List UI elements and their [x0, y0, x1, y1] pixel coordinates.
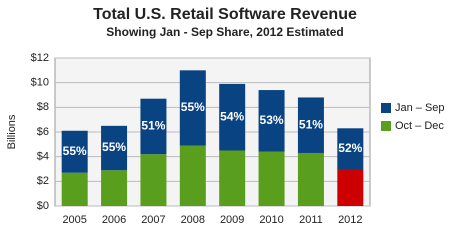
bar-segment: [61, 130, 88, 173]
bar-segment: [219, 83, 246, 151]
y-tick-label: $2: [37, 175, 49, 187]
bar-segment: [179, 145, 206, 206]
bar-segment: [101, 170, 128, 206]
bar-segment: [337, 128, 364, 169]
y-tick-label: $10: [31, 77, 49, 89]
bar-segment: [337, 169, 364, 206]
x-tick-label: 2011: [299, 214, 323, 226]
bar-segment: [258, 90, 285, 152]
share-label: 53%: [260, 113, 284, 127]
y-axis-label: Billions: [6, 114, 18, 149]
bar-segment: [140, 154, 167, 206]
y-tick-label: $0: [37, 200, 49, 212]
x-tick-label: 2008: [181, 214, 205, 226]
x-tick-label: 2006: [102, 214, 126, 226]
bar-segment: [140, 98, 167, 155]
bar-segment: [258, 151, 285, 206]
bar-segment: [297, 97, 324, 153]
bar-segment: [219, 150, 246, 206]
y-tick-label: $12: [31, 52, 49, 64]
bar-segment: [179, 70, 206, 146]
legend-swatch: [381, 121, 391, 131]
chart-subtitle: Showing Jan - Sep Share, 2012 Estimated: [106, 25, 343, 39]
x-tick-label: 2005: [62, 214, 86, 226]
x-tick-label: 2012: [338, 214, 362, 226]
share-label: 52%: [338, 141, 362, 155]
chart-title: Total U.S. Retail Software Revenue: [93, 6, 357, 23]
y-tick-label: $6: [37, 126, 49, 138]
share-label: 55%: [181, 100, 205, 114]
share-label: 55%: [63, 144, 87, 158]
x-tick-label: 2010: [259, 214, 283, 226]
share-label: 54%: [220, 109, 244, 123]
bar-segment: [297, 152, 324, 206]
x-tick-label: 2007: [141, 214, 165, 226]
share-label: 51%: [299, 117, 323, 131]
y-tick-label: $8: [37, 101, 49, 113]
legend-label: Jan – Sep: [395, 102, 445, 114]
legend-label: Oct – Dec: [395, 120, 444, 132]
legend-swatch: [381, 103, 391, 113]
bar-segment: [101, 125, 128, 171]
bar-segment: [61, 172, 88, 206]
share-label: 51%: [141, 119, 165, 133]
x-tick-label: 2009: [220, 214, 244, 226]
share-label: 55%: [102, 140, 126, 154]
y-tick-label: $4: [37, 151, 49, 163]
